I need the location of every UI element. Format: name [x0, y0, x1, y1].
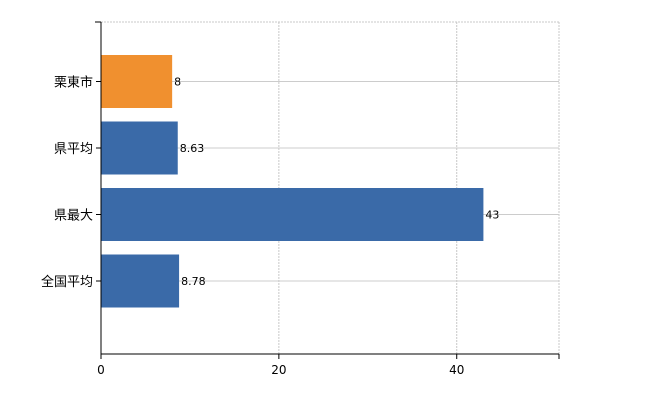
bar-2 — [101, 188, 484, 241]
x-tick-label: 20 — [271, 363, 286, 377]
category-label: 全国平均 — [41, 274, 93, 290]
labels: 8 栗東市 8.63 県平均 43 県最大 8.78 全国平均 0 20 40 — [41, 75, 499, 378]
axes — [95, 21, 560, 359]
x-tick-label: 0 — [97, 363, 105, 377]
category-label: 県最大 — [54, 209, 93, 224]
category-label: 県平均 — [54, 142, 93, 157]
category-label: 栗東市 — [54, 75, 93, 91]
x-tick-label: 40 — [449, 363, 464, 377]
bar-0 — [101, 55, 173, 108]
bars — [101, 55, 484, 308]
bar-3 — [101, 254, 180, 308]
bar-1 — [101, 121, 178, 175]
value-label: 8.78 — [181, 275, 206, 288]
value-label: 8 — [174, 76, 181, 89]
value-label: 43 — [485, 209, 499, 222]
value-label: 8.63 — [180, 142, 205, 155]
